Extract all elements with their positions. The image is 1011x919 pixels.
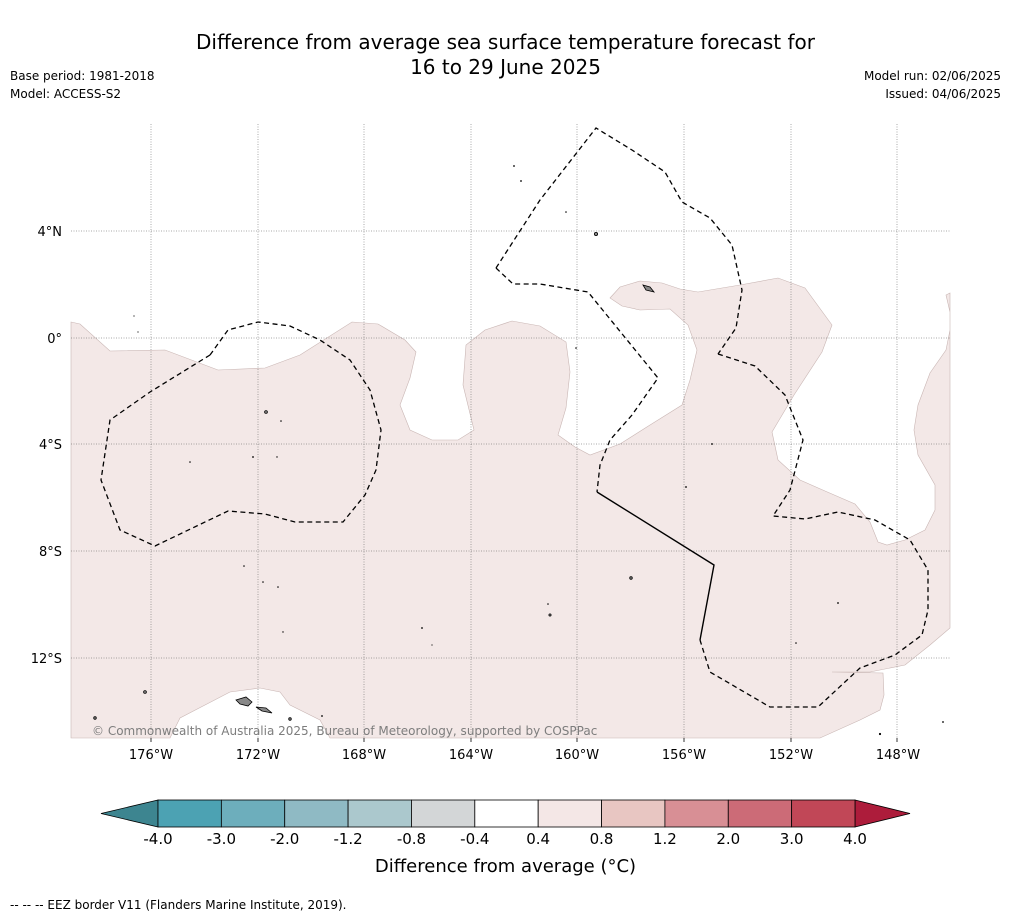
colorbar-segment xyxy=(664,799,729,828)
lon-label: 156°W xyxy=(662,748,706,763)
lon-label: 164°W xyxy=(449,748,493,763)
eez-phoenix-east xyxy=(495,267,659,493)
island-samoa-2 xyxy=(255,706,273,714)
colorbar-segment xyxy=(791,799,856,828)
lon-label: 172°W xyxy=(236,748,280,763)
colorbar-tick-label: 4.0 xyxy=(843,830,867,848)
lat-label: 4°S xyxy=(39,438,62,453)
colorbar-segment xyxy=(601,799,666,828)
eez-borders xyxy=(100,127,929,708)
colorbar-tick-label: 0.4 xyxy=(526,830,550,848)
lon-label: 148°W xyxy=(876,748,920,763)
lat-label: 4°N xyxy=(38,225,63,240)
colorbar-segment xyxy=(474,799,539,828)
lon-label: 176°W xyxy=(129,748,173,763)
colorbar-segment xyxy=(727,799,793,828)
colorbar: -4.0 -3.0 -2.0 -1.2 -0.8 -0.4 0.4 0.8 1.2 2.0 3.0 4… xyxy=(100,799,911,848)
lon-labels: 176°W 172°W 168°W 164°W 160°W 156°W 152°… xyxy=(129,748,920,763)
title-line-2: 16 to 29 June 2025 xyxy=(410,55,601,79)
colorbar-tick-label: -3.0 xyxy=(207,830,236,848)
lat-label: 0° xyxy=(47,332,62,347)
title-line-1: Difference from average sea surface temp… xyxy=(195,30,815,54)
colorbar-segment xyxy=(220,799,286,828)
solid-boundary xyxy=(596,491,715,641)
islands xyxy=(93,231,656,721)
colorbar-tick-label: -1.2 xyxy=(333,830,362,848)
meta-right: Model run: 02/06/2025 Issued: 04/06/2025 xyxy=(864,67,1001,103)
eez-legend-note: -- -- -- EEZ border V11 (Flanders Marine… xyxy=(10,898,347,912)
model-name: Model: ACCESS-S2 xyxy=(10,87,122,101)
copyright-note: © Commonwealth of Australia 2025, Bureau… xyxy=(92,724,598,738)
lon-label: 168°W xyxy=(342,748,386,763)
colorbar-tick-label: -2.0 xyxy=(270,830,299,848)
island-kiritimati xyxy=(642,284,656,293)
atolls xyxy=(133,165,944,736)
colorbar-high-extend xyxy=(854,799,911,828)
lat-label: 12°S xyxy=(31,652,62,667)
colorbar-low-extend xyxy=(100,799,159,828)
issued-date: Issued: 04/06/2025 xyxy=(885,87,1001,101)
graticule xyxy=(71,124,950,738)
island-samoa-1 xyxy=(235,696,253,707)
lat-labels: 4°N 0° 4°S 8°S 12°S xyxy=(31,225,62,667)
lon-label: 152°W xyxy=(769,748,813,763)
colorbar-tick-label: -0.8 xyxy=(397,830,426,848)
colorbar-tick-label: 1.2 xyxy=(653,830,677,848)
anomaly-region-main xyxy=(70,277,951,739)
colorbar-segment xyxy=(284,799,349,828)
colorbar-tick-label: -4.0 xyxy=(143,830,172,848)
colorbar-segment xyxy=(157,799,222,828)
colorbar-tick-label: 2.0 xyxy=(716,830,740,848)
colorbar-tick-label: -0.4 xyxy=(460,830,489,848)
colorbar-segment xyxy=(537,799,602,828)
lon-label: 160°W xyxy=(555,748,599,763)
base-period: Base period: 1981-2018 xyxy=(10,69,155,83)
lat-label: 8°S xyxy=(39,545,62,560)
colorbar-tick-label: 3.0 xyxy=(780,830,804,848)
model-run: Model run: 02/06/2025 xyxy=(863,69,1001,83)
meta-left: Base period: 1981-2018 Model: ACCESS-S2 xyxy=(10,67,155,103)
map-title: Difference from average sea surface temp… xyxy=(0,30,1011,80)
ticks xyxy=(150,738,898,742)
eez-french-polynesia xyxy=(699,353,929,708)
eez-tokelau xyxy=(100,321,382,547)
colorbar-tick-label: 0.8 xyxy=(590,830,614,848)
colorbar-title: Difference from average (°C) xyxy=(374,856,637,877)
colorbar-segment xyxy=(411,799,476,828)
colorbar-segment xyxy=(347,799,412,828)
